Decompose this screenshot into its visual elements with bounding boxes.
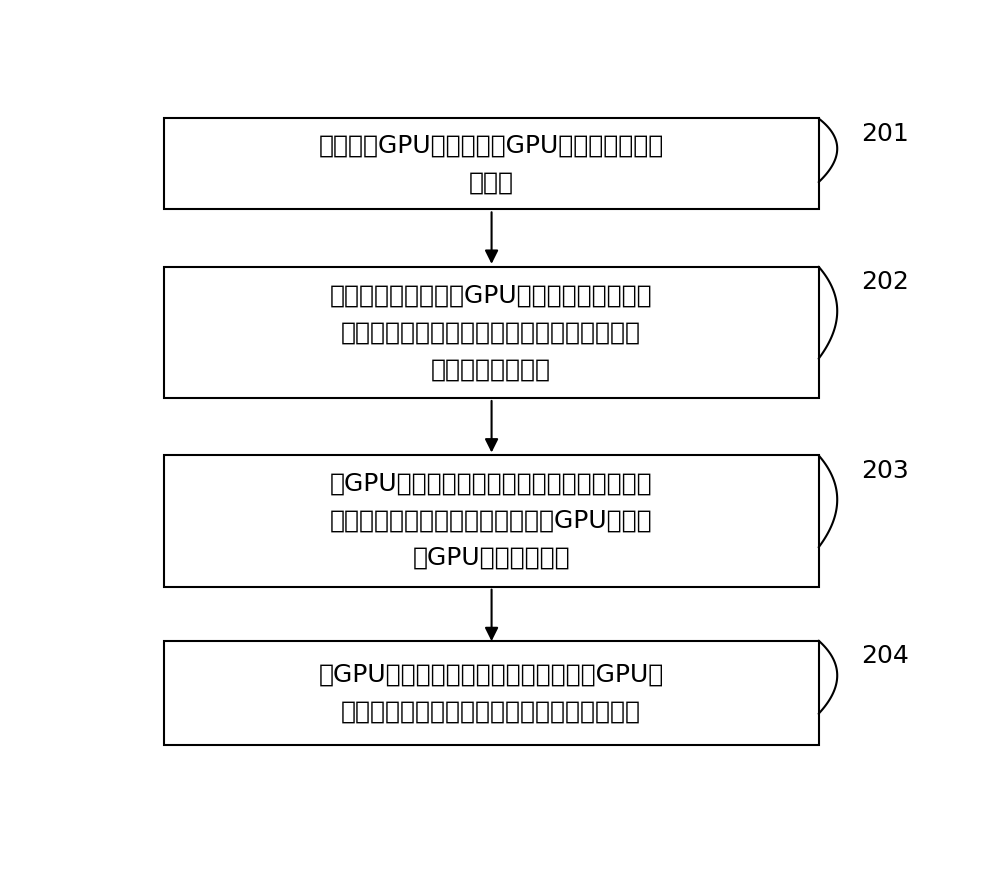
Text: 204: 204: [861, 644, 909, 668]
Text: 各GPU将自己得到的对应当前任务的计算结果: 各GPU将自己得到的对应当前任务的计算结果: [330, 472, 652, 496]
Bar: [164, 267, 819, 398]
Text: 各GPU进行数据更新: 各GPU进行数据更新: [412, 546, 570, 570]
Bar: [164, 640, 819, 745]
Text: 对当前任务的计算结果后，开始执行下一任务: 对当前任务的计算结果后，开始执行下一任务: [341, 699, 641, 724]
Text: 202: 202: [861, 270, 909, 294]
Text: 扑结构: 扑结构: [469, 171, 514, 194]
Text: 分享给所述拓扑结构中的所有其它GPU，以使: 分享给所述拓扑结构中的所有其它GPU，以使: [330, 509, 652, 533]
Text: 201: 201: [861, 122, 909, 146]
Text: 所述拓扑结构中的各GPU获取当前任务，并对: 所述拓扑结构中的各GPU获取当前任务，并对: [330, 284, 652, 307]
Text: 所述当前任务中的数据进行计算，得到对应当: 所述当前任务中的数据进行计算，得到对应当: [341, 320, 641, 345]
Text: 203: 203: [861, 458, 909, 483]
Text: 预先根据GPU的个数确定GPU之间数据传输拓: 预先根据GPU的个数确定GPU之间数据传输拓: [319, 133, 664, 158]
Bar: [164, 455, 819, 587]
Text: 前任务的计算结果: 前任务的计算结果: [431, 358, 551, 382]
Text: 各GPU得到所述拓扑结构中的所有其它GPU针: 各GPU得到所述拓扑结构中的所有其它GPU针: [319, 662, 664, 686]
Bar: [164, 118, 819, 209]
